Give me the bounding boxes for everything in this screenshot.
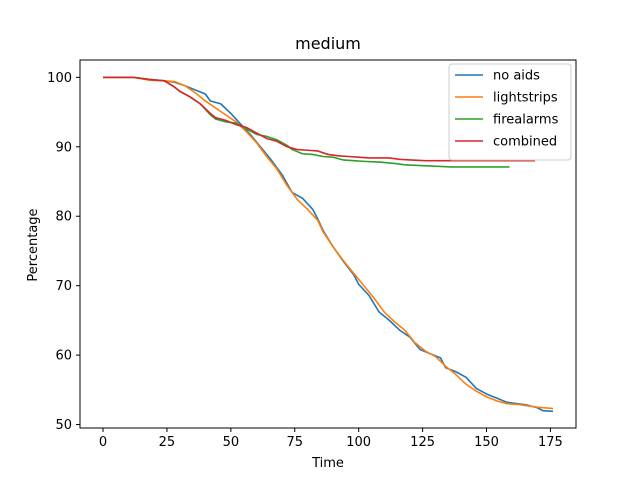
chart-title: medium — [295, 34, 361, 53]
legend-label-firealarms: firealarms — [493, 113, 559, 128]
legend-label-combined: combined — [493, 135, 557, 150]
x-tick-label: 175 — [538, 435, 563, 450]
axes-frame — [79, 59, 577, 429]
x-tick-label: 0 — [99, 435, 107, 450]
x-tick-label: 25 — [159, 435, 176, 450]
x-tick-label: 125 — [410, 435, 435, 450]
legend-label-lightstrips: lightstrips — [493, 91, 558, 106]
series-line-lightstrips — [103, 76, 554, 410]
x-tick-label: 75 — [286, 435, 303, 450]
y-tick-label: 50 — [55, 418, 72, 433]
plot-area — [103, 76, 554, 413]
y-tick-label: 100 — [47, 71, 72, 86]
x-axis-label: Time — [311, 456, 344, 471]
x-tick-label: 150 — [474, 435, 499, 450]
legend-box — [448, 63, 572, 161]
y-tick-label: 80 — [55, 210, 72, 225]
y-tick-label: 70 — [55, 279, 72, 294]
x-tick-label: 100 — [346, 435, 371, 450]
axes: 0 25 50 75 100 125 150 175 50 60 70 80 90 100 — [47, 59, 577, 450]
series-line-combined — [103, 76, 536, 162]
legend-label-no-aids: no aids — [493, 69, 540, 84]
legend: no aids lightstrips firealarms combined — [448, 63, 572, 161]
x-tick-label: 50 — [223, 435, 240, 450]
y-axis-label: Percentage — [26, 208, 41, 281]
y-tick-label: 90 — [55, 140, 72, 155]
y-tick-label: 60 — [55, 349, 72, 364]
